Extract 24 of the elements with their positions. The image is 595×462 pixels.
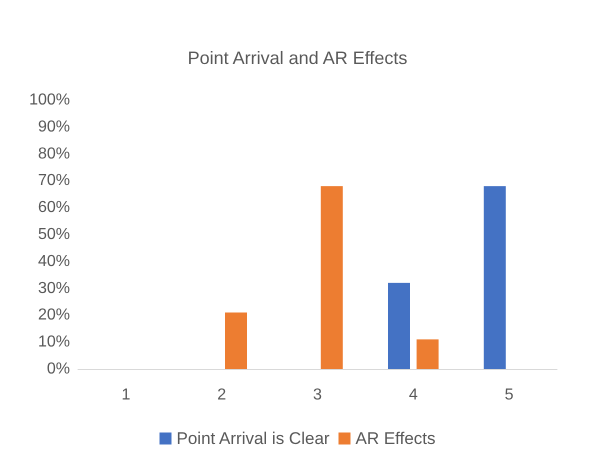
x-tick-label: 2	[217, 386, 226, 404]
y-tick-label: 10%	[38, 334, 70, 351]
x-tick-label: 4	[408, 386, 418, 404]
y-tick-label: 0%	[46, 360, 70, 378]
legend-label: AR Effects	[355, 429, 436, 448]
bar	[388, 282, 410, 369]
y-tick-label: 70%	[38, 172, 70, 190]
bar	[416, 339, 439, 369]
y-tick-label: 100%	[29, 92, 70, 108]
bar	[484, 186, 506, 369]
y-tick-label: 40%	[38, 252, 70, 270]
x-tick-label: 1	[121, 386, 130, 404]
y-tick-label: 90%	[38, 118, 70, 136]
bar	[320, 186, 343, 369]
y-tick-label: 80%	[38, 145, 70, 162]
legend-label: Point Arrival is Clear	[176, 429, 330, 448]
bar	[225, 312, 247, 369]
chart-title: Point Arrival and AR Effects	[188, 48, 408, 68]
x-tick-label: 3	[313, 386, 322, 404]
y-tick-label: 50%	[38, 226, 70, 243]
y-tick-label: 20%	[38, 306, 70, 324]
y-tick-label: 30%	[38, 280, 70, 297]
x-tick-label: 5	[504, 386, 514, 404]
y-tick-label: 60%	[38, 199, 70, 216]
